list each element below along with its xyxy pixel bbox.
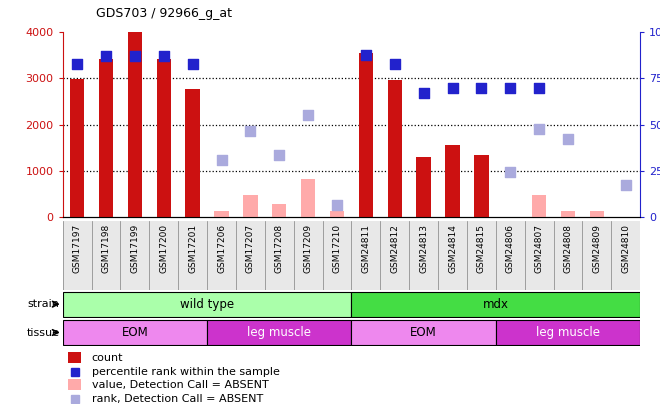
- Text: GSM17200: GSM17200: [159, 224, 168, 273]
- Point: [129, 53, 140, 60]
- Point: [187, 60, 198, 67]
- Point: [245, 127, 255, 134]
- Bar: [69, 352, 81, 363]
- Text: rank, Detection Call = ABSENT: rank, Detection Call = ABSENT: [92, 394, 263, 404]
- Bar: [185, 89, 200, 217]
- Point: [389, 60, 400, 67]
- Bar: [243, 194, 257, 217]
- Bar: [561, 211, 576, 217]
- Text: GDS703 / 92966_g_at: GDS703 / 92966_g_at: [96, 7, 232, 20]
- Text: GSM17206: GSM17206: [217, 224, 226, 273]
- Text: GSM17197: GSM17197: [73, 224, 82, 273]
- Point: [563, 136, 574, 143]
- Point: [476, 85, 486, 91]
- Text: GSM17199: GSM17199: [131, 224, 139, 273]
- Text: GSM17210: GSM17210: [333, 224, 341, 273]
- Point: [447, 85, 458, 91]
- Bar: [63, 292, 351, 317]
- Text: GSM24807: GSM24807: [535, 224, 544, 273]
- Text: GSM17207: GSM17207: [246, 224, 255, 273]
- Point: [303, 112, 313, 118]
- Bar: [63, 320, 207, 345]
- Bar: [127, 32, 142, 217]
- Bar: [532, 194, 546, 217]
- Bar: [207, 320, 351, 345]
- Bar: [496, 320, 640, 345]
- Bar: [99, 59, 114, 217]
- Bar: [351, 320, 496, 345]
- Bar: [387, 80, 402, 217]
- Text: GSM24815: GSM24815: [477, 224, 486, 273]
- Point: [418, 90, 429, 96]
- Point: [534, 126, 544, 132]
- Bar: [474, 156, 488, 217]
- Point: [505, 85, 515, 91]
- Bar: [69, 379, 81, 390]
- Text: EOM: EOM: [411, 326, 437, 339]
- Point: [620, 182, 631, 189]
- Bar: [301, 179, 315, 217]
- Bar: [358, 53, 373, 217]
- Text: value, Detection Call = ABSENT: value, Detection Call = ABSENT: [92, 380, 269, 390]
- Bar: [70, 79, 84, 217]
- Point: [158, 53, 169, 60]
- Text: EOM: EOM: [121, 326, 148, 339]
- Text: strain: strain: [28, 299, 59, 309]
- Text: leg muscle: leg muscle: [536, 326, 600, 339]
- Bar: [351, 292, 640, 317]
- Point: [360, 51, 371, 58]
- Text: mdx: mdx: [483, 298, 509, 311]
- Point: [505, 168, 515, 175]
- Text: count: count: [92, 353, 123, 363]
- Text: GSM24808: GSM24808: [564, 224, 572, 273]
- Point: [101, 53, 112, 60]
- Point: [332, 202, 343, 209]
- Text: GSM24814: GSM24814: [448, 224, 457, 273]
- Point: [274, 152, 284, 159]
- Text: GSM24809: GSM24809: [593, 224, 601, 273]
- Bar: [589, 211, 604, 217]
- Text: GSM17208: GSM17208: [275, 224, 284, 273]
- Bar: [416, 157, 431, 217]
- Text: GSM24806: GSM24806: [506, 224, 515, 273]
- Bar: [272, 204, 286, 217]
- Point: [534, 85, 544, 91]
- Text: GSM24811: GSM24811: [362, 224, 370, 273]
- Text: percentile rank within the sample: percentile rank within the sample: [92, 367, 279, 377]
- Bar: [446, 145, 460, 217]
- Text: tissue: tissue: [26, 328, 59, 337]
- Text: leg muscle: leg muscle: [248, 326, 312, 339]
- Text: GSM17198: GSM17198: [102, 224, 110, 273]
- Text: GSM24813: GSM24813: [419, 224, 428, 273]
- Text: GSM17209: GSM17209: [304, 224, 313, 273]
- Text: GSM24812: GSM24812: [390, 224, 399, 273]
- Point: [216, 157, 227, 164]
- Text: GSM24810: GSM24810: [621, 224, 630, 273]
- Text: wild type: wild type: [180, 298, 234, 311]
- Bar: [330, 211, 345, 217]
- Bar: [156, 59, 171, 217]
- Bar: [214, 211, 229, 217]
- Point: [72, 60, 82, 67]
- Text: GSM17201: GSM17201: [188, 224, 197, 273]
